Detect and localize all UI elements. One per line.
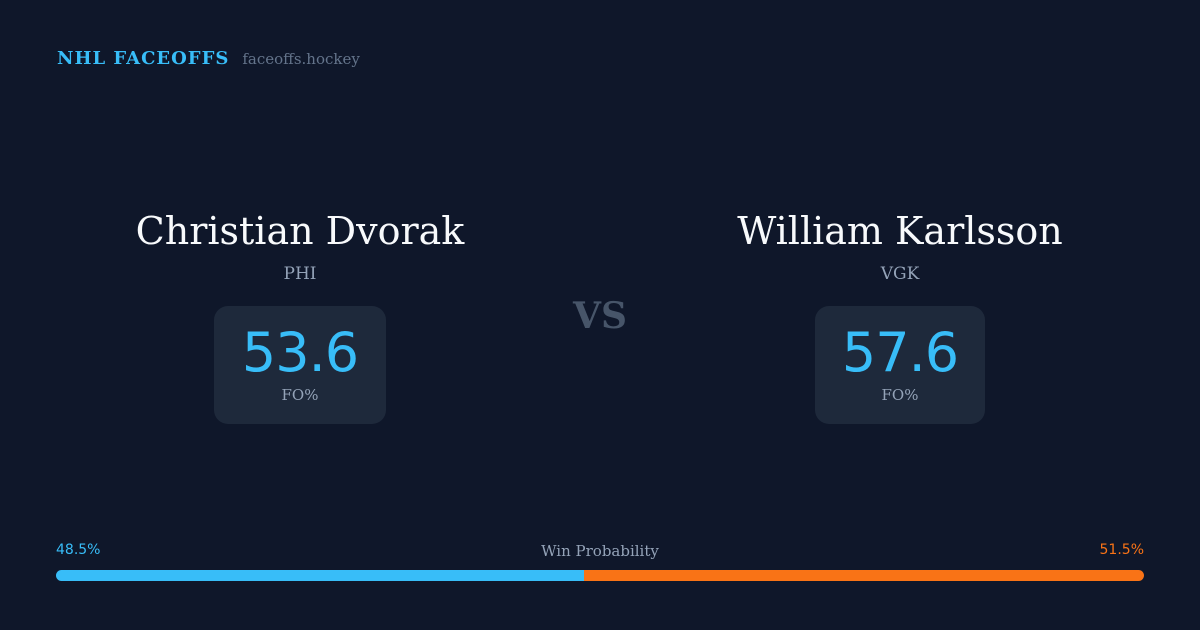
win-probability-title: Win Probability	[541, 542, 659, 560]
stat-label-right: FO%	[881, 386, 919, 404]
brand-header: NHL FACEOFFS faceoffs.hockey	[57, 48, 360, 69]
win-probability-fill-left	[56, 570, 584, 581]
faceoff-percentage-left: 53.6	[241, 321, 359, 384]
brand-name: NHL FACEOFFS	[57, 48, 230, 69]
stat-card-left: 53.6 FO%	[214, 306, 386, 424]
win-probability-left: 48.5%	[56, 542, 101, 558]
faceoff-percentage-right: 57.6	[841, 321, 959, 384]
win-probability-labels: 48.5% Win Probability 51.5%	[56, 542, 1144, 564]
player-name-right: William Karlsson	[737, 209, 1063, 253]
player-team-left: PHI	[283, 264, 317, 284]
win-probability-fill-right	[583, 570, 1144, 581]
win-probability-bar	[56, 570, 1144, 581]
player-team-right: VGK	[880, 264, 920, 284]
stat-card-right: 57.6 FO%	[815, 306, 985, 424]
brand-url: faceoffs.hockey	[242, 50, 360, 68]
player-name-left: Christian Dvorak	[135, 209, 465, 253]
player-card-left: Christian Dvorak PHI 53.6 FO%	[60, 204, 540, 424]
win-probability-right: 51.5%	[1099, 542, 1144, 558]
stat-label-left: FO%	[281, 386, 319, 404]
player-card-right: William Karlsson VGK 57.6 FO%	[660, 204, 1140, 424]
versus-label: VS	[573, 295, 627, 337]
